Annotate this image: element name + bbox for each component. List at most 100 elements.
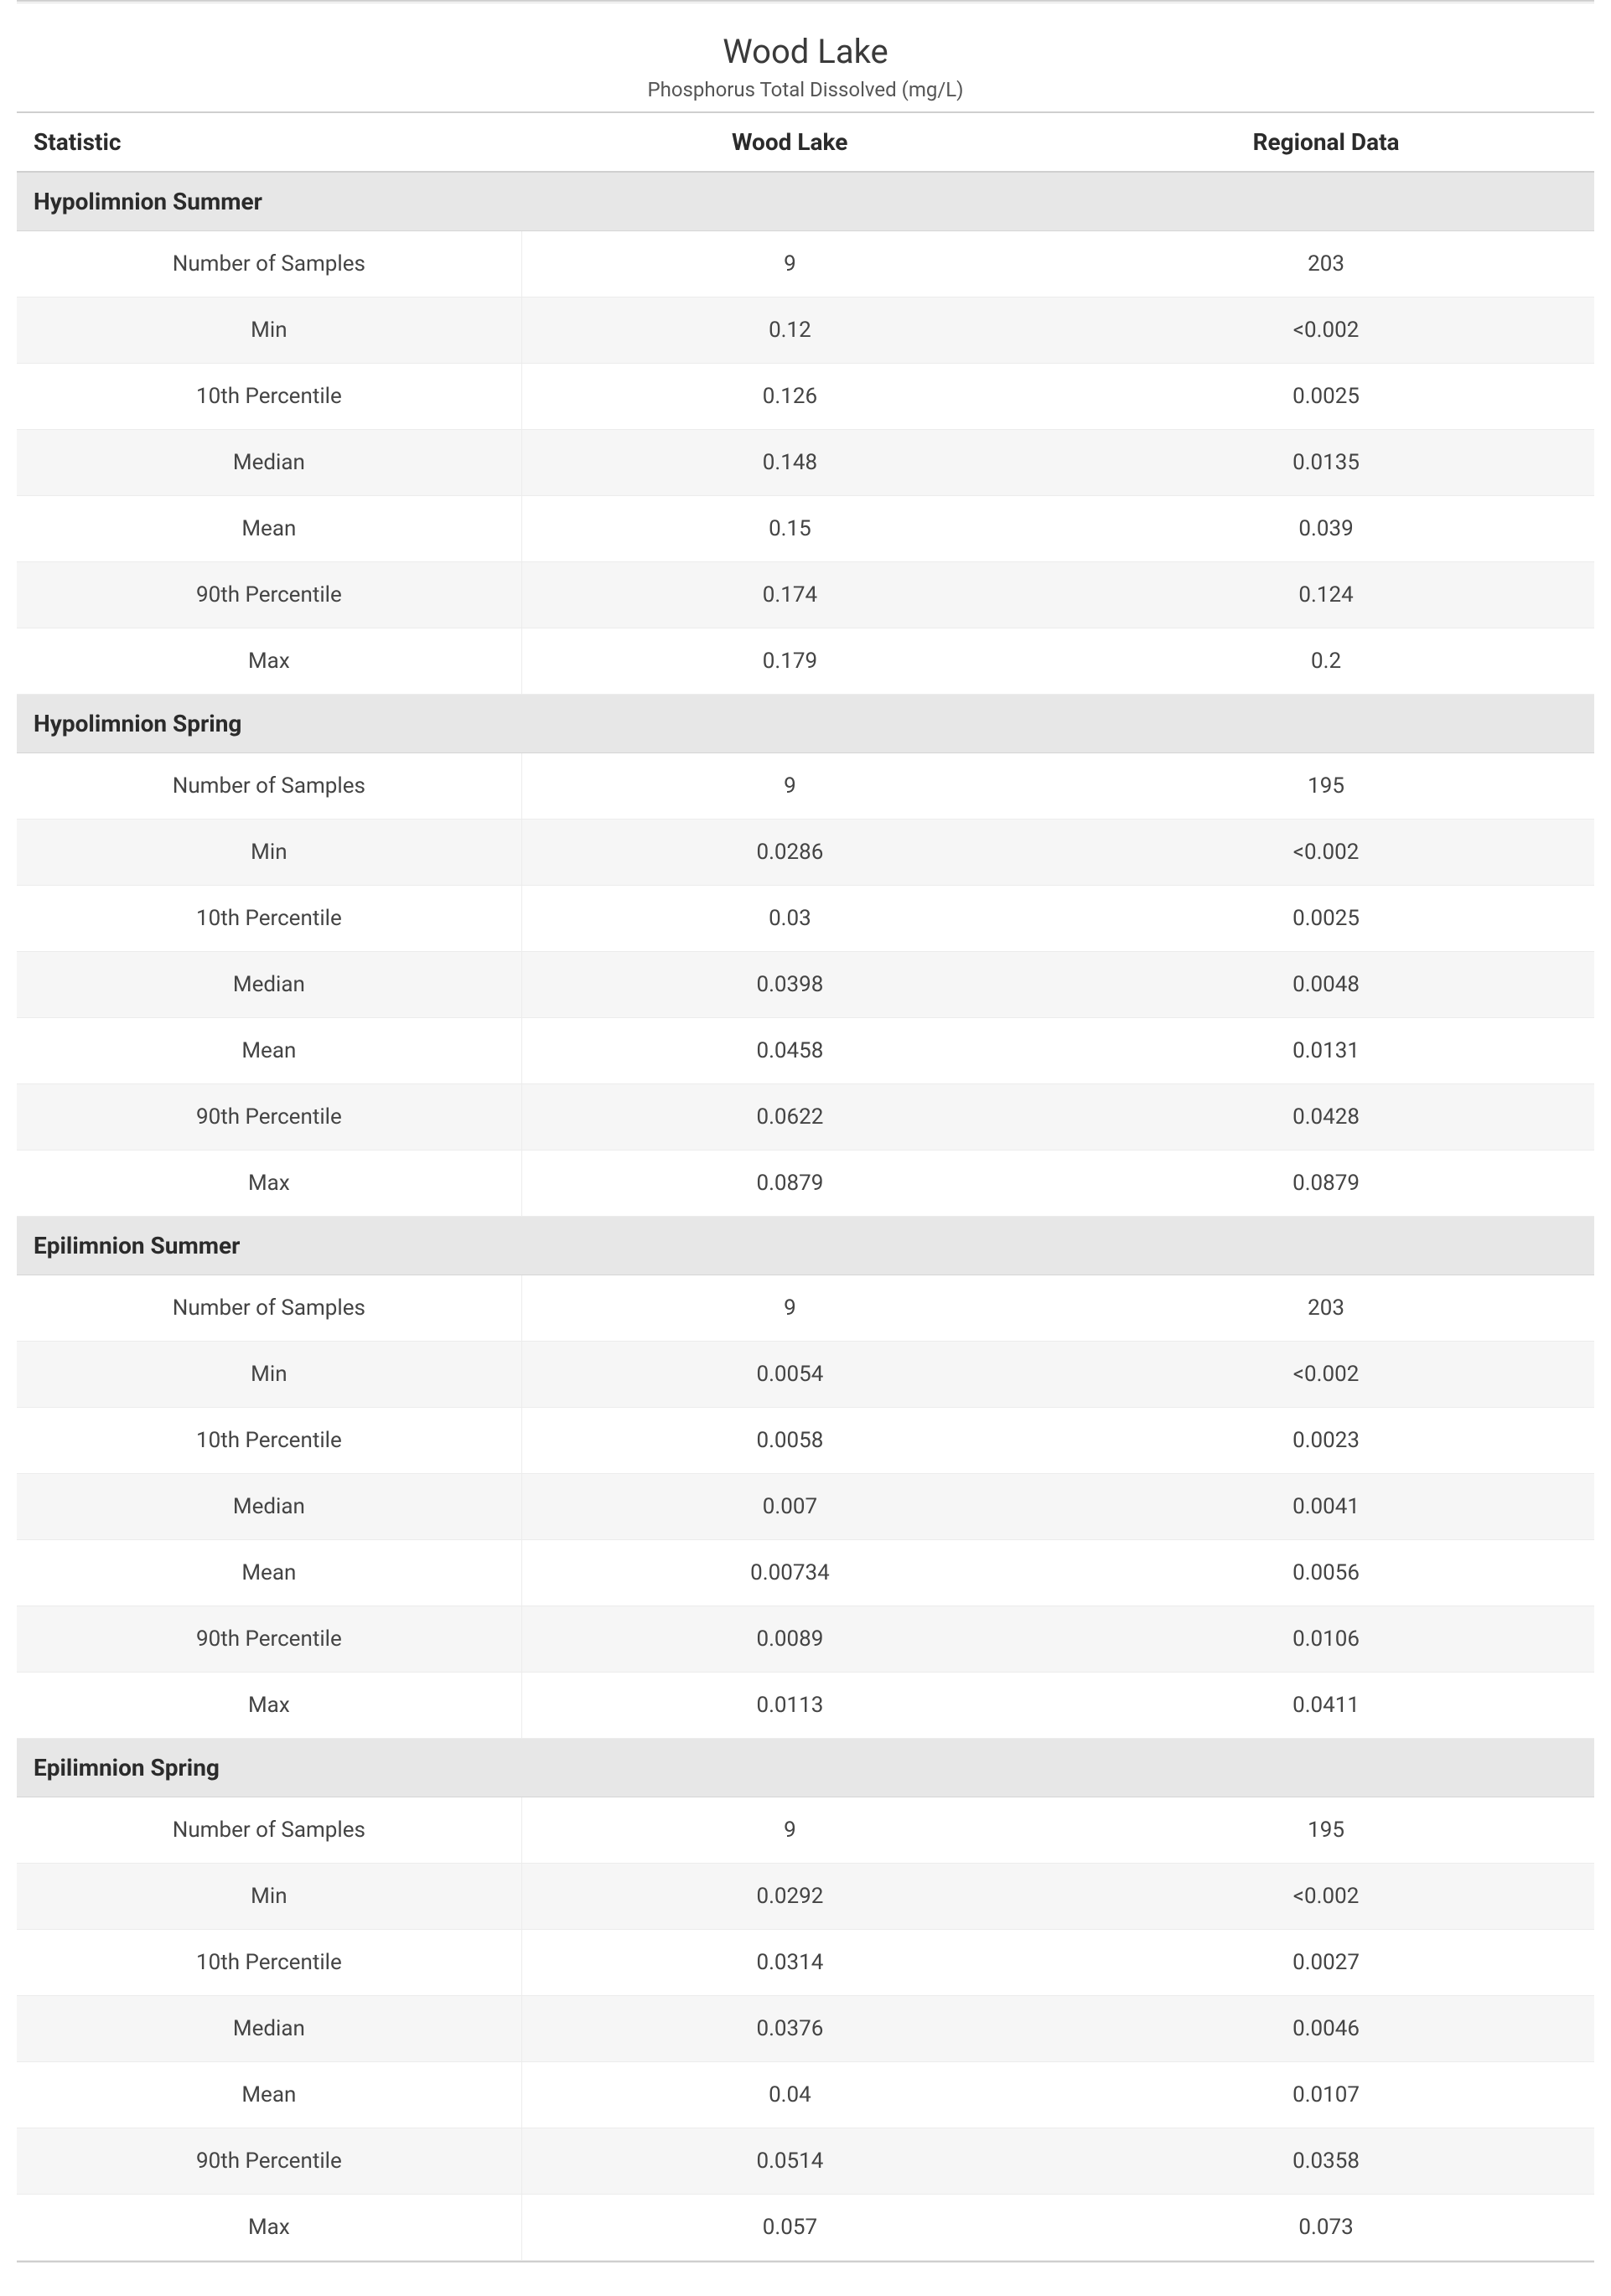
stat-label: 10th Percentile (17, 1930, 521, 1996)
regional-value: 0.0358 (1058, 2128, 1594, 2195)
site-value: 0.0514 (521, 2128, 1058, 2195)
site-value: 0.0622 (521, 1084, 1058, 1151)
site-value: 0.00734 (521, 1540, 1058, 1606)
regional-value: <0.002 (1058, 1342, 1594, 1408)
site-value: 0.148 (521, 430, 1058, 496)
col-header-site: Wood Lake (521, 112, 1058, 172)
table-row: Number of Samples9195 (17, 753, 1594, 820)
regional-value: 0.0107 (1058, 2062, 1594, 2128)
regional-value: 0.0023 (1058, 1408, 1594, 1474)
stat-label: Number of Samples (17, 231, 521, 297)
stat-label: Mean (17, 496, 521, 562)
regional-value: 0.2 (1058, 628, 1594, 695)
top-rule (17, 0, 1594, 3)
regional-value: 0.0041 (1058, 1474, 1594, 1540)
site-value: 0.0058 (521, 1408, 1058, 1474)
stat-label: Mean (17, 1018, 521, 1084)
regional-value: 0.0879 (1058, 1151, 1594, 1217)
section-header: Epilimnion Spring (17, 1739, 1594, 1797)
regional-value: 0.0106 (1058, 1606, 1594, 1673)
site-value: 9 (521, 1797, 1058, 1864)
stat-label: Median (17, 1996, 521, 2062)
table-row: Number of Samples9203 (17, 231, 1594, 297)
table-row: Max0.01130.0411 (17, 1673, 1594, 1739)
site-value: 0.0292 (521, 1864, 1058, 1930)
regional-value: 195 (1058, 1797, 1594, 1864)
table-row: Max0.08790.0879 (17, 1151, 1594, 1217)
table-row: Median0.03980.0048 (17, 952, 1594, 1018)
bottom-rule (17, 2261, 1594, 2262)
stat-label: Median (17, 1474, 521, 1540)
regional-value: 0.0025 (1058, 886, 1594, 952)
stat-label: Mean (17, 2062, 521, 2128)
table-row: Min0.0054<0.002 (17, 1342, 1594, 1408)
site-value: 9 (521, 753, 1058, 820)
stat-label: Min (17, 820, 521, 886)
site-value: 9 (521, 1275, 1058, 1342)
table-row: 90th Percentile0.06220.0428 (17, 1084, 1594, 1151)
table-row: Mean0.04580.0131 (17, 1018, 1594, 1084)
regional-value: 0.0046 (1058, 1996, 1594, 2062)
table-row: Median0.0070.0041 (17, 1474, 1594, 1540)
regional-value: <0.002 (1058, 820, 1594, 886)
stat-label: Median (17, 952, 521, 1018)
table-row: 10th Percentile0.03140.0027 (17, 1930, 1594, 1996)
table-row: 10th Percentile0.1260.0025 (17, 364, 1594, 430)
regional-value: 0.0048 (1058, 952, 1594, 1018)
site-value: 0.0314 (521, 1930, 1058, 1996)
table-row: Number of Samples9203 (17, 1275, 1594, 1342)
table-row: Min0.12<0.002 (17, 297, 1594, 364)
stat-label: Max (17, 1151, 521, 1217)
site-value: 0.007 (521, 1474, 1058, 1540)
stat-label: Number of Samples (17, 1275, 521, 1342)
table-row: Mean0.150.039 (17, 496, 1594, 562)
site-value: 0.0089 (521, 1606, 1058, 1673)
stat-label: Min (17, 1864, 521, 1930)
stat-label: Min (17, 297, 521, 364)
col-header-regional: Regional Data (1058, 112, 1594, 172)
table-row: Median0.03760.0046 (17, 1996, 1594, 2062)
site-value: 0.04 (521, 2062, 1058, 2128)
section-name: Epilimnion Summer (17, 1217, 1594, 1275)
site-value: 0.15 (521, 496, 1058, 562)
stat-label: 90th Percentile (17, 562, 521, 628)
regional-value: 0.0411 (1058, 1673, 1594, 1739)
table-row: 10th Percentile0.030.0025 (17, 886, 1594, 952)
table-row: 90th Percentile0.05140.0358 (17, 2128, 1594, 2195)
section-name: Hypolimnion Summer (17, 172, 1594, 231)
regional-value: <0.002 (1058, 1864, 1594, 1930)
table-row: 90th Percentile0.1740.124 (17, 562, 1594, 628)
stats-table: Statistic Wood Lake Regional Data Hypoli… (17, 111, 1594, 2261)
table-row: Min0.0292<0.002 (17, 1864, 1594, 1930)
table-row: 90th Percentile0.00890.0106 (17, 1606, 1594, 1673)
regional-value: 0.0025 (1058, 364, 1594, 430)
section-header: Epilimnion Summer (17, 1217, 1594, 1275)
title-block: Wood Lake Phosphorus Total Dissolved (mg… (17, 12, 1594, 111)
regional-value: 0.0135 (1058, 430, 1594, 496)
regional-value: 203 (1058, 231, 1594, 297)
section-header: Hypolimnion Summer (17, 172, 1594, 231)
regional-value: 0.0428 (1058, 1084, 1594, 1151)
regional-value: 195 (1058, 753, 1594, 820)
stat-label: Max (17, 1673, 521, 1739)
site-value: 0.0398 (521, 952, 1058, 1018)
table-header-row: Statistic Wood Lake Regional Data (17, 112, 1594, 172)
stat-label: 10th Percentile (17, 886, 521, 952)
site-value: 0.12 (521, 297, 1058, 364)
regional-value: <0.002 (1058, 297, 1594, 364)
site-value: 0.126 (521, 364, 1058, 430)
site-value: 0.0376 (521, 1996, 1058, 2062)
report-page: Wood Lake Phosphorus Total Dissolved (mg… (0, 0, 1611, 2296)
site-value: 0.0113 (521, 1673, 1058, 1739)
regional-value: 0.0027 (1058, 1930, 1594, 1996)
report-subtitle: Phosphorus Total Dissolved (mg/L) (17, 78, 1594, 101)
site-value: 0.0879 (521, 1151, 1058, 1217)
site-value: 0.03 (521, 886, 1058, 952)
site-value: 0.0458 (521, 1018, 1058, 1084)
stat-label: Median (17, 430, 521, 496)
site-value: 0.0286 (521, 820, 1058, 886)
regional-value: 0.039 (1058, 496, 1594, 562)
section-header: Hypolimnion Spring (17, 695, 1594, 753)
stat-label: 10th Percentile (17, 1408, 521, 1474)
col-header-statistic: Statistic (17, 112, 521, 172)
